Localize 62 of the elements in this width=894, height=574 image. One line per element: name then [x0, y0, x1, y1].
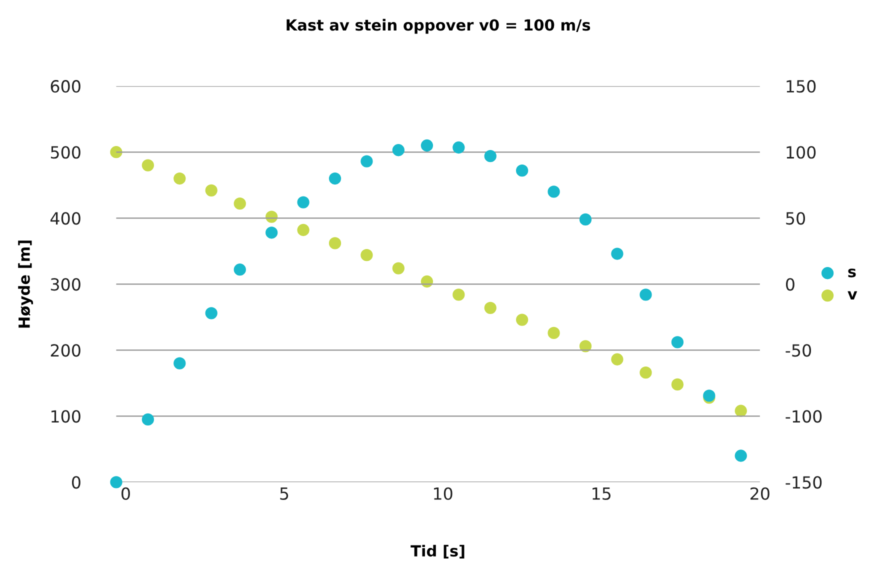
y2-tick-label: 150 [786, 80, 816, 93]
point [392, 144, 404, 156]
x-tick-label: 20 [750, 487, 770, 500]
point [328, 172, 342, 185]
y-tick-label: 0 [72, 476, 80, 489]
point [420, 139, 434, 152]
y-tick-label: 200 [50, 344, 80, 357]
point [234, 198, 246, 210]
y-axis-title: Høyde [m] [18, 240, 34, 328]
y2-tick-label: -100 [786, 410, 822, 423]
point [579, 213, 592, 226]
point [734, 450, 747, 462]
point [297, 224, 310, 236]
point [360, 249, 373, 262]
y-tick-label: 400 [50, 212, 80, 225]
x-tick-label: 0 [122, 487, 130, 500]
point [266, 226, 278, 239]
y-tick-label: 600 [50, 80, 80, 93]
y2-tick-label: 0 [786, 278, 794, 291]
point [452, 288, 465, 301]
y2-tick-label: 50 [786, 212, 805, 225]
point [205, 184, 218, 196]
point [484, 302, 496, 314]
point [360, 155, 373, 168]
point [671, 378, 684, 391]
point [110, 476, 122, 488]
point [548, 186, 560, 198]
point [174, 357, 186, 370]
x-tick-label: 15 [592, 488, 611, 500]
point [266, 210, 278, 223]
legend-label: v [848, 291, 858, 300]
y2-tick-label: 100 [786, 146, 816, 159]
point [174, 172, 186, 185]
point [516, 164, 528, 177]
x-tick-label: 10 [434, 487, 452, 500]
y2-tick-label: -150 [786, 476, 822, 489]
point [452, 141, 465, 154]
point [142, 413, 154, 426]
point [110, 146, 122, 158]
y-tick-label: 300 [50, 278, 80, 291]
point [484, 150, 496, 162]
point [516, 314, 528, 326]
point [611, 248, 624, 260]
chart-title: Kast av stein oppover v0 = 100 m/s [286, 18, 590, 34]
y2-tick-label: -50 [786, 344, 812, 357]
point [611, 353, 624, 366]
point [548, 326, 560, 340]
legend-label: s [848, 268, 856, 278]
point [392, 262, 404, 274]
point [234, 264, 246, 276]
point [671, 336, 684, 348]
point [640, 288, 652, 301]
y-tick-label: 100 [52, 410, 80, 423]
point [205, 307, 218, 320]
point [734, 404, 747, 417]
x-axis-title: Tid [s] [410, 544, 464, 558]
point [297, 196, 310, 208]
x-tick-label: 5 [280, 488, 288, 500]
point [328, 237, 342, 250]
point [142, 159, 154, 172]
y-tick-label: 500 [50, 146, 80, 159]
point [640, 366, 652, 379]
